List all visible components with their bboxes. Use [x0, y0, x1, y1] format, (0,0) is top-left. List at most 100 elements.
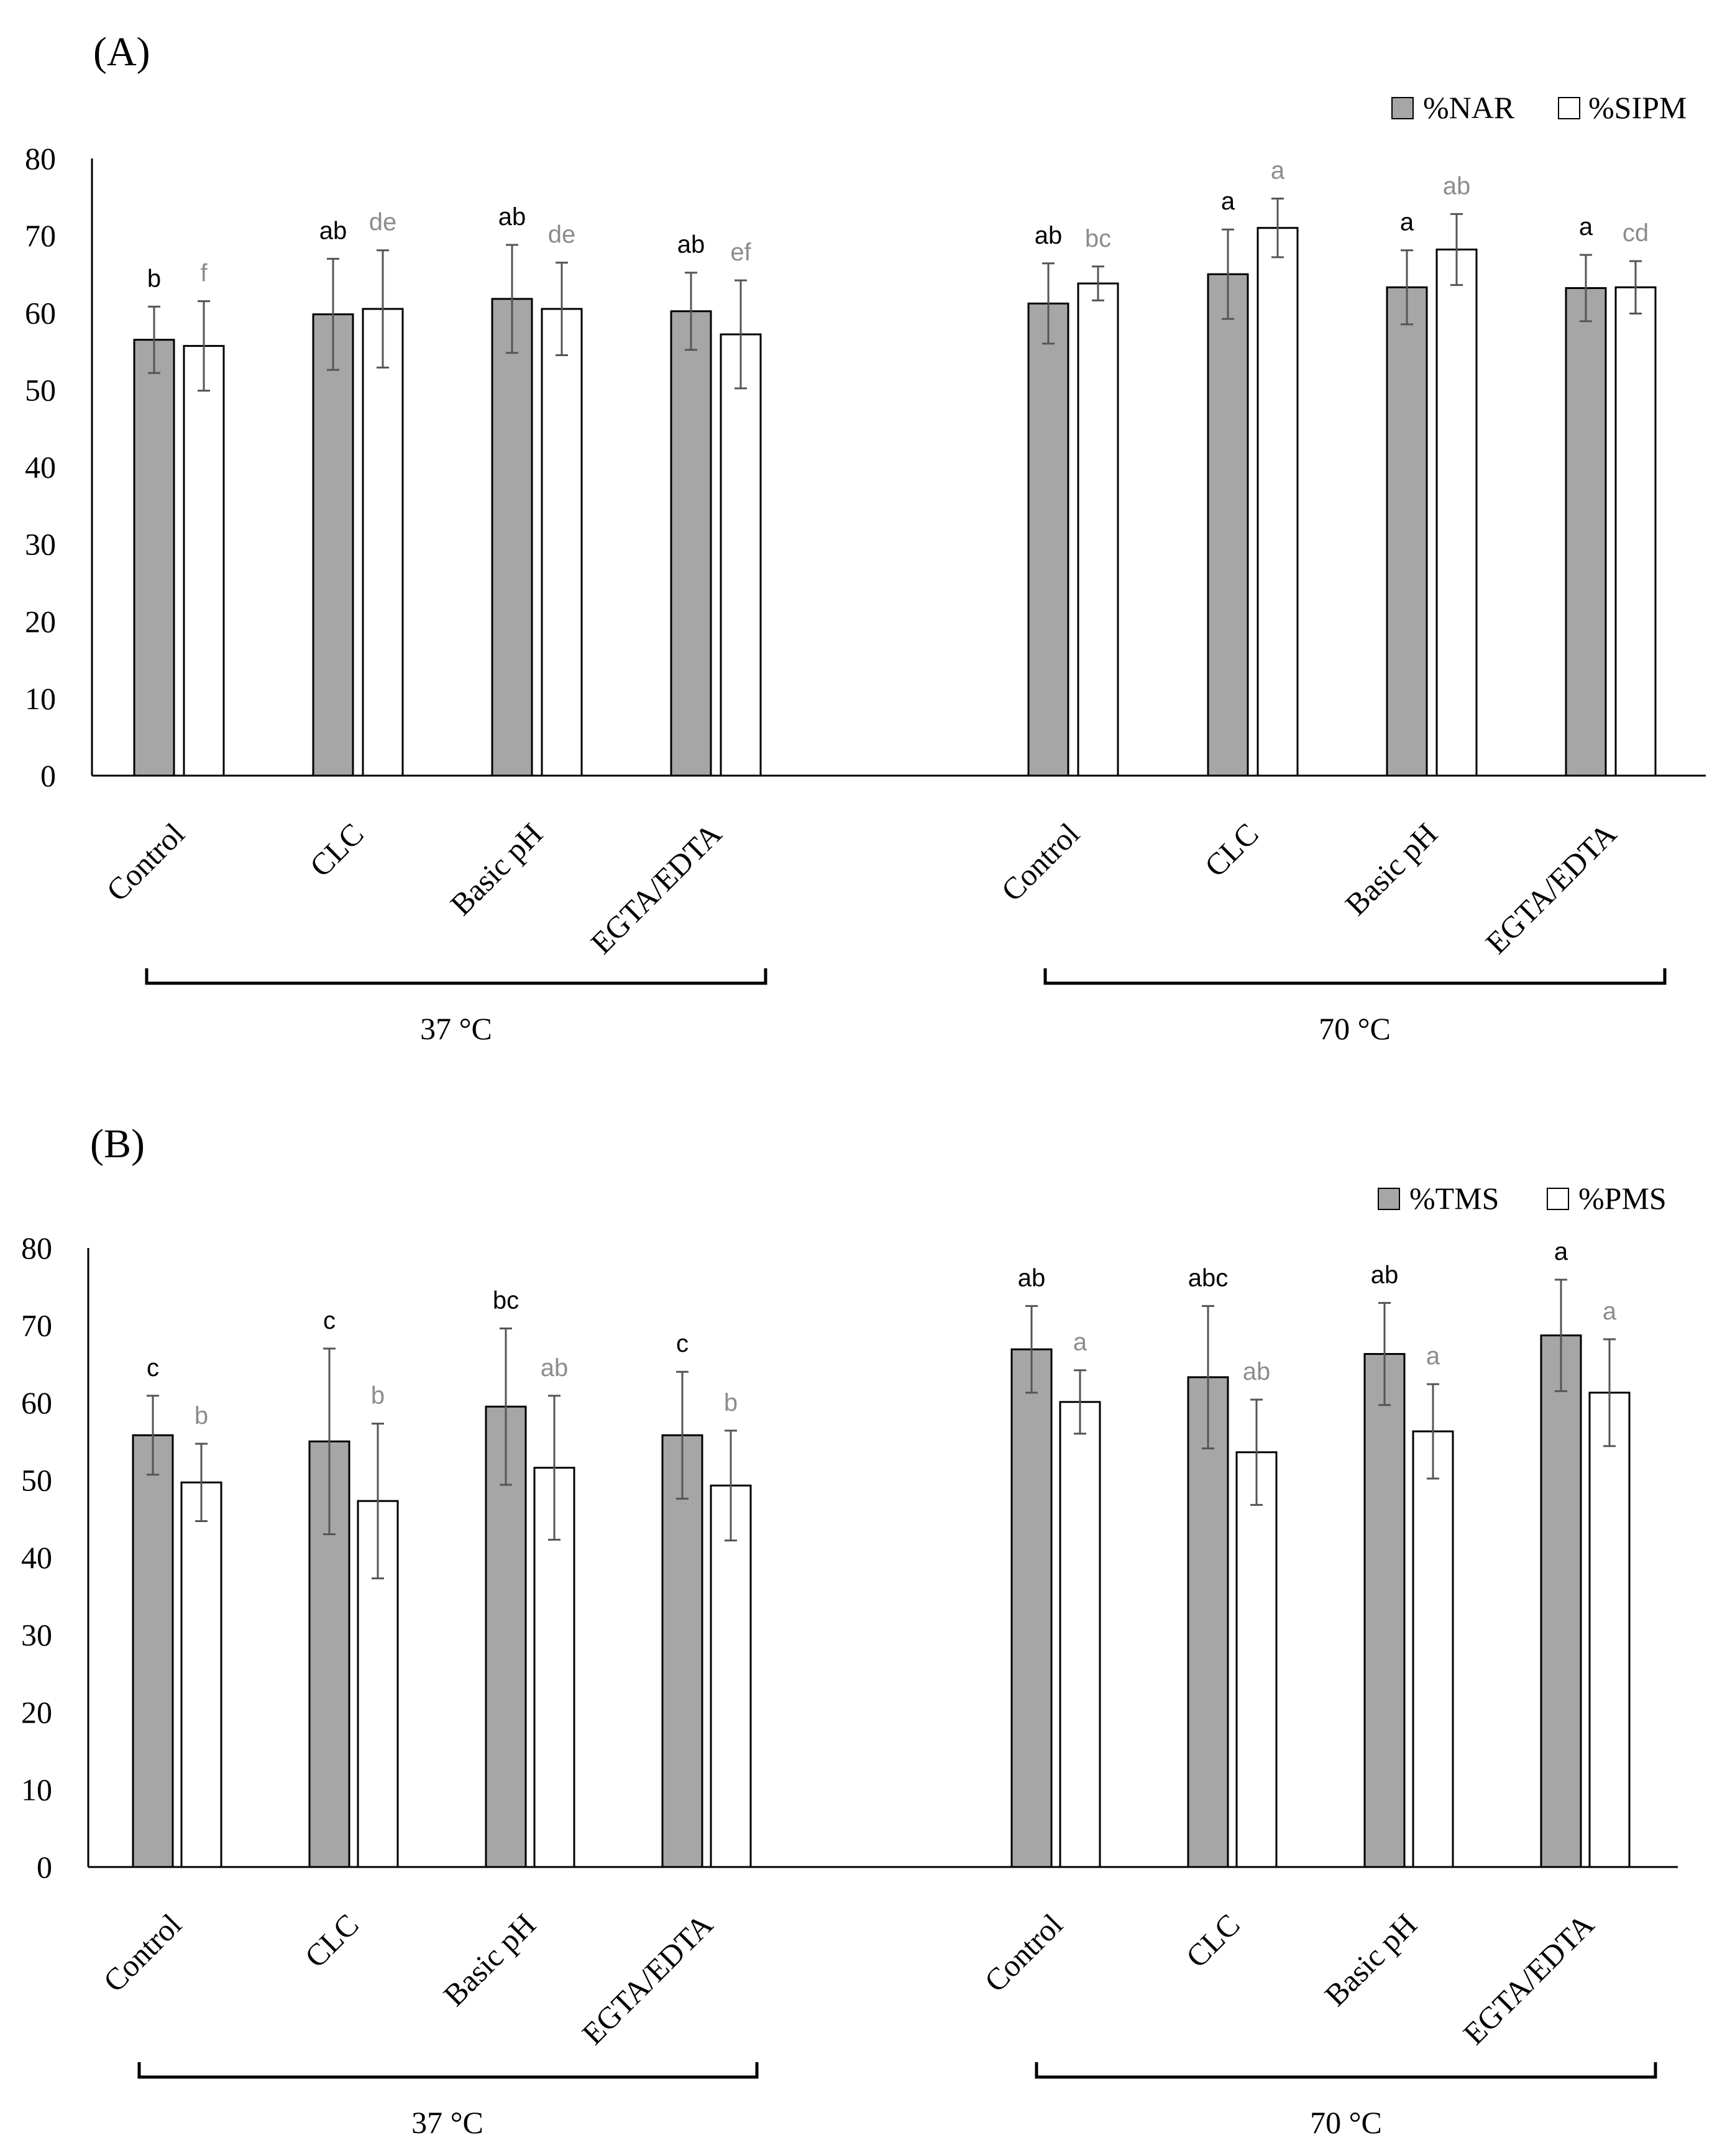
category-label: Basic pH: [1318, 1907, 1424, 2012]
significance-letter: c: [323, 1307, 336, 1334]
y-tick-label: 10: [25, 681, 56, 716]
y-axis-a-ticks: 0 10 20 30 40 50 60 70 80: [25, 141, 56, 793]
bar-a-nar: [670, 310, 712, 777]
group-label-a-37: 37 °C: [420, 1011, 492, 1046]
y-tick-label: 40: [21, 1540, 52, 1575]
bar-a-nar: [312, 313, 354, 777]
y-tick-label: 50: [25, 372, 56, 407]
significance-letter: ab: [1035, 222, 1063, 249]
category-label: Basic pH: [1339, 816, 1444, 922]
y-tick-label: 20: [21, 1695, 52, 1730]
significance-letter: f: [200, 260, 208, 287]
significance-letter: a: [1554, 1238, 1568, 1265]
legend-a-sipm-swatch: [1558, 97, 1580, 119]
significance-letter: a: [1221, 188, 1235, 215]
y-tick-label: 40: [25, 450, 56, 485]
significance-letter: ab: [677, 231, 705, 259]
category-label: Control: [96, 1907, 188, 1999]
category-labels-b: Control CLC Basic pH EGTA/EDTA Control C…: [96, 1907, 1601, 2051]
y-tick-label: 70: [25, 218, 56, 253]
significance-letter: ab: [1443, 172, 1471, 200]
legend-a: %NAR %SIPM: [1391, 90, 1687, 125]
y-tick-label: 60: [21, 1385, 52, 1420]
legend-a-nar-label: %NAR: [1423, 90, 1515, 125]
significance-letter: ab: [319, 217, 347, 244]
group-bracket-a-70: 70 °C: [1043, 968, 1667, 1046]
significance-letter: b: [371, 1382, 385, 1410]
category-label: CLC: [1179, 1907, 1246, 1974]
y-tick-label: 0: [37, 1850, 52, 1884]
significance-letter: ef: [730, 239, 751, 266]
panel-a-label: (A): [93, 29, 150, 75]
bar-a-nar: [1027, 302, 1069, 777]
legend-b-pms-label: %PMS: [1578, 1181, 1667, 1216]
group-bracket-b-37: 37 °C: [137, 2062, 759, 2140]
significance-letter: c: [147, 1354, 159, 1382]
bar-a-sipm: [1614, 286, 1657, 777]
bar-a-nar: [1565, 287, 1607, 777]
significance-letter: a: [1603, 1298, 1617, 1325]
legend-a-nar-swatch: [1391, 97, 1414, 119]
significance-letter: bc: [1085, 225, 1111, 252]
category-label: EGTA/EDTA: [1478, 816, 1623, 960]
significance-letter: bc: [493, 1287, 519, 1314]
significance-letter: ab: [1243, 1358, 1271, 1385]
bar-b-pms: [1235, 1451, 1278, 1868]
category-label: Basic pH: [437, 1907, 542, 2012]
bar-b-pms: [1059, 1401, 1101, 1868]
category-label: EGTA/EDTA: [1456, 1907, 1600, 2051]
bar-b-tms: [1010, 1348, 1053, 1868]
category-label: CLC: [298, 1907, 365, 1974]
y-tick-label: 50: [21, 1463, 52, 1498]
bar-b-pms: [180, 1481, 222, 1868]
bar-a-nar: [133, 339, 175, 777]
bar-b-tms: [661, 1434, 703, 1868]
group-bracket-b-70: 70 °C: [1035, 2062, 1657, 2140]
significance-letter: abc: [1188, 1264, 1229, 1291]
category-label: EGTA/EDTA: [575, 1907, 719, 2051]
bar-a-sipm: [1435, 248, 1478, 777]
bar-a-sipm: [541, 308, 583, 777]
legend-a-sipm-label: %SIPM: [1588, 90, 1687, 125]
y-tick-label: 80: [21, 1231, 52, 1265]
significance-letter: a: [1400, 209, 1414, 236]
category-labels-a: Control CLC Basic pH EGTA/EDTA Control C…: [99, 816, 1623, 960]
legend-b-pms-swatch: [1547, 1188, 1569, 1210]
significance-letter: c: [676, 1330, 689, 1357]
significance-letter: cd: [1623, 219, 1649, 247]
significance-letter: ab: [1371, 1261, 1399, 1288]
y-tick-label: 20: [25, 604, 56, 639]
significance-letter: a: [1579, 213, 1593, 241]
bars-a: b ab ab ab ab a a a f de de ef bc a ab cd: [133, 157, 1657, 777]
category-label: EGTA/EDTA: [584, 816, 728, 960]
significance-letter: b: [147, 265, 161, 292]
y-tick-label: 80: [25, 141, 56, 176]
y-tick-label: 60: [25, 295, 56, 330]
significance-letter: ab: [541, 1354, 569, 1382]
y-tick-label: 0: [40, 758, 56, 793]
y-tick-label: 30: [25, 527, 56, 562]
y-axis-b-ticks: 0 10 20 30 40 50 60 70 80: [21, 1231, 52, 1884]
category-label: Control: [994, 816, 1086, 908]
y-tick-label: 30: [21, 1618, 52, 1653]
bar-a-nar: [1207, 273, 1249, 777]
category-label: Basic pH: [444, 816, 549, 922]
bar-a-sipm: [720, 333, 762, 777]
group-label-a-70: 70 °C: [1319, 1011, 1391, 1046]
bar-b-tms: [1187, 1376, 1229, 1868]
significance-letter: de: [369, 209, 397, 236]
bar-a-sipm: [183, 345, 225, 777]
panel-b-label: (B): [90, 1121, 145, 1167]
category-label: Control: [977, 1907, 1069, 1999]
group-bracket-a-37: 37 °C: [145, 968, 767, 1046]
significance-letter: ab: [1018, 1264, 1046, 1291]
bar-b-tms: [1363, 1353, 1406, 1868]
significance-letter: a: [1271, 157, 1285, 185]
significance-letter: de: [548, 221, 576, 249]
bar-a-nar: [1386, 286, 1428, 777]
bar-b-tms: [132, 1434, 174, 1868]
bar-b-tms: [1540, 1334, 1582, 1868]
